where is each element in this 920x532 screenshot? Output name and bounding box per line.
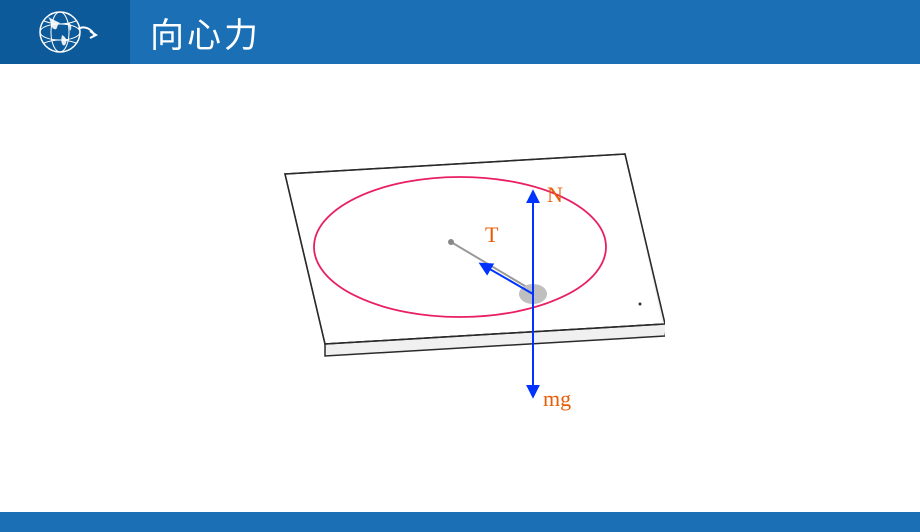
label-T: T <box>485 222 499 247</box>
label-mg: mg <box>543 386 571 411</box>
header-bar: 向心力 <box>0 0 920 64</box>
label-N: N <box>547 182 563 207</box>
header-title-section: 向心力 <box>130 0 920 64</box>
center-point <box>448 239 454 245</box>
header-icon-section <box>0 0 130 64</box>
plate-top <box>285 154 665 344</box>
footer-bar <box>0 512 920 532</box>
page-title: 向心力 <box>150 8 261 57</box>
physics-diagram: N Tmg <box>225 114 665 414</box>
mark-dot <box>639 303 642 306</box>
content-area: N Tmg <box>0 64 920 512</box>
globe-icon <box>30 7 100 57</box>
